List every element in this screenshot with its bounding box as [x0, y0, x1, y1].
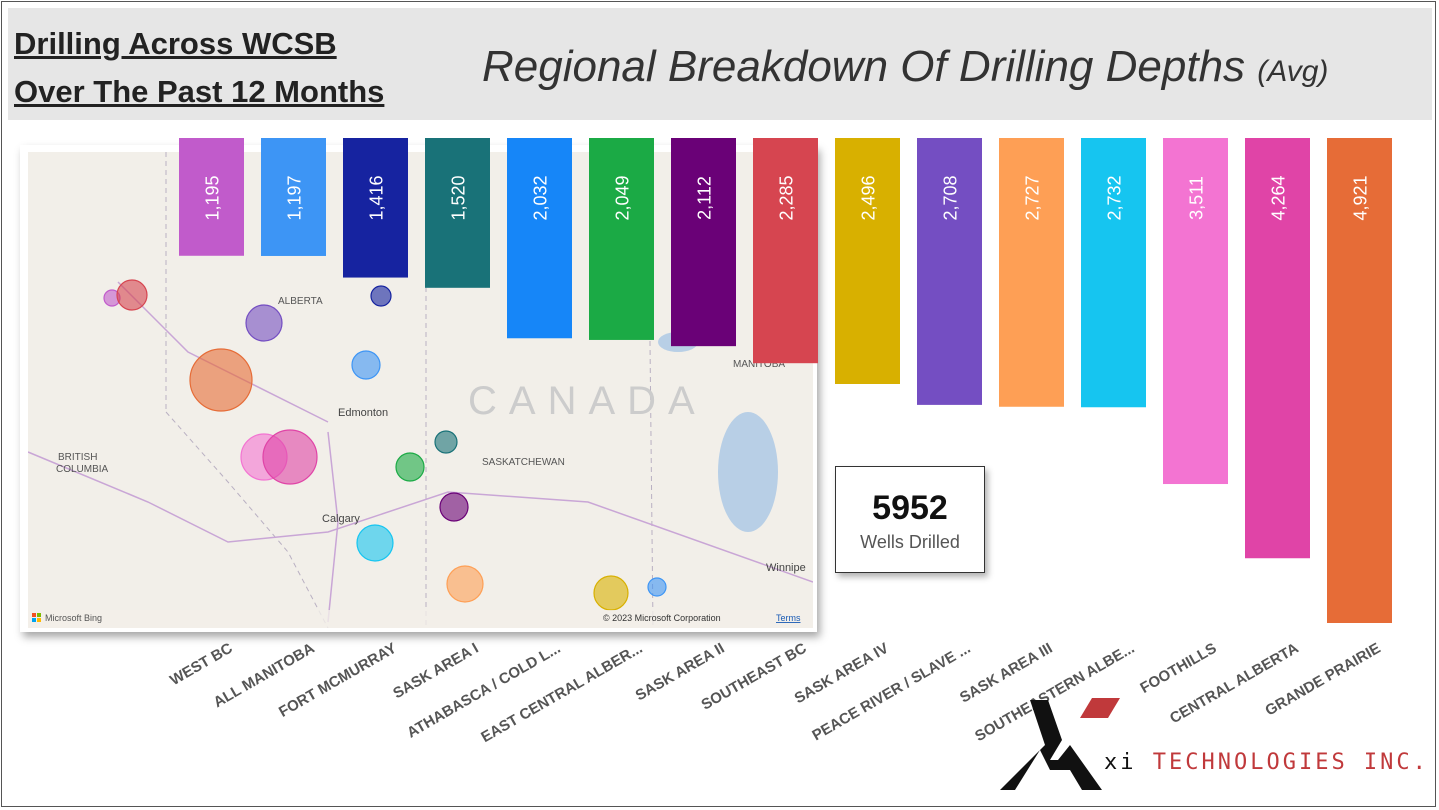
bar-data-label: 1,520 [449, 175, 469, 220]
title-line-1: Drilling Across WCSB [14, 26, 337, 61]
map-label-alberta: ALBERTA [278, 296, 323, 307]
bar-data-label: 2,727 [1023, 175, 1043, 220]
map-label-bc-2: COLUMBIA [56, 464, 109, 475]
bar[interactable] [1245, 138, 1310, 559]
bing-logo-icon [32, 613, 41, 622]
bar-data-label: 4,264 [1269, 175, 1289, 220]
province-borders [165, 152, 654, 628]
map-terms-link[interactable]: Terms [776, 613, 801, 623]
bar-data-label: 3,511 [1187, 176, 1207, 220]
bar-data-label: 4,921 [1351, 175, 1371, 220]
header-bar [8, 8, 1432, 120]
map-label-bc-1: BRITISH [58, 452, 97, 463]
logo-xi: xi [1104, 750, 1137, 775]
map-bubble[interactable] [370, 285, 392, 307]
wells-drilled-label: Wells Drilled [860, 532, 960, 552]
map-bubbles [103, 279, 667, 611]
bar[interactable] [179, 138, 244, 256]
map-bubble[interactable] [116, 279, 148, 311]
bar-data-label: 2,496 [859, 175, 879, 220]
bar[interactable] [261, 138, 326, 256]
bar[interactable] [753, 138, 818, 364]
bar-data-label: 1,197 [285, 175, 305, 220]
map-label-winnipeg: Winnipe [766, 562, 806, 574]
xi-logo-icon [1000, 698, 1120, 790]
map-bubble[interactable] [356, 524, 394, 562]
bar[interactable] [507, 138, 572, 339]
bar[interactable] [343, 138, 408, 278]
map-bubble[interactable] [189, 348, 253, 412]
map-copyright: © 2023 Microsoft Corporation [603, 613, 721, 623]
bar-data-label: 2,285 [777, 175, 797, 220]
map-bubble[interactable] [446, 565, 484, 603]
map-attribution: Microsoft Bing [45, 613, 102, 623]
wells-drilled-card: 5952 Wells Drilled [835, 466, 985, 573]
x-axis-label: PEACE RIVER / SLAVE ... [809, 640, 973, 745]
x-axis-label: ATHABASCA / COLD L... [404, 640, 563, 742]
chart-title-main: Regional Breakdown Of Drilling Depths [482, 42, 1246, 91]
bar-data-label: 2,112 [695, 176, 715, 220]
bar[interactable] [425, 138, 490, 288]
bar-data-label: 2,708 [941, 175, 961, 220]
bar-data-label: 2,732 [1105, 175, 1125, 220]
map-label-edmonton: Edmonton [338, 407, 388, 419]
map-bubble[interactable] [351, 350, 381, 380]
wells-drilled-value: 5952 [872, 489, 948, 527]
bar[interactable] [999, 138, 1064, 407]
bar[interactable] [917, 138, 982, 405]
map-label-saskatchewan: SASKATCHEWAN [482, 457, 565, 468]
title-line-2: Over The Past 12 Months [14, 74, 385, 109]
x-axis-label: WEST BC [167, 640, 236, 689]
map-footer [28, 610, 813, 628]
map-bubble[interactable] [439, 492, 469, 522]
bar[interactable] [835, 138, 900, 384]
map-label-manitoba: MANITOBA [733, 359, 785, 370]
bar[interactable] [1327, 138, 1392, 623]
bar[interactable] [1081, 138, 1146, 408]
dashboard-title: Drilling Across WCSB Over The Past 12 Mo… [14, 20, 384, 116]
map-bubble[interactable] [647, 577, 667, 597]
x-axis-label: EAST CENTRAL ALBER... [478, 640, 645, 746]
chart-title-suffix: (Avg) [1257, 55, 1329, 88]
map-bubble[interactable] [245, 304, 283, 342]
bar[interactable] [1163, 138, 1228, 485]
bar[interactable] [589, 138, 654, 340]
logo-name: TECHNOLOGIES INC. [1152, 750, 1429, 775]
map-label-canada: CANADA [468, 379, 707, 423]
chart-title: Regional Breakdown Of Drilling Depths (A… [482, 42, 1328, 92]
map-bubble[interactable] [434, 430, 458, 454]
bar-data-label: 1,416 [367, 175, 387, 220]
map-label-calgary: Calgary [322, 513, 360, 525]
map-bubble[interactable] [262, 429, 318, 485]
map-bubble[interactable] [395, 452, 425, 482]
bar[interactable] [671, 138, 736, 347]
bar-data-label: 2,032 [531, 175, 551, 220]
bar-data-label: 1,195 [203, 175, 223, 220]
bar-data-label: 2,049 [613, 175, 633, 220]
company-name: xi TECHNOLOGIES INC. [1104, 750, 1429, 775]
